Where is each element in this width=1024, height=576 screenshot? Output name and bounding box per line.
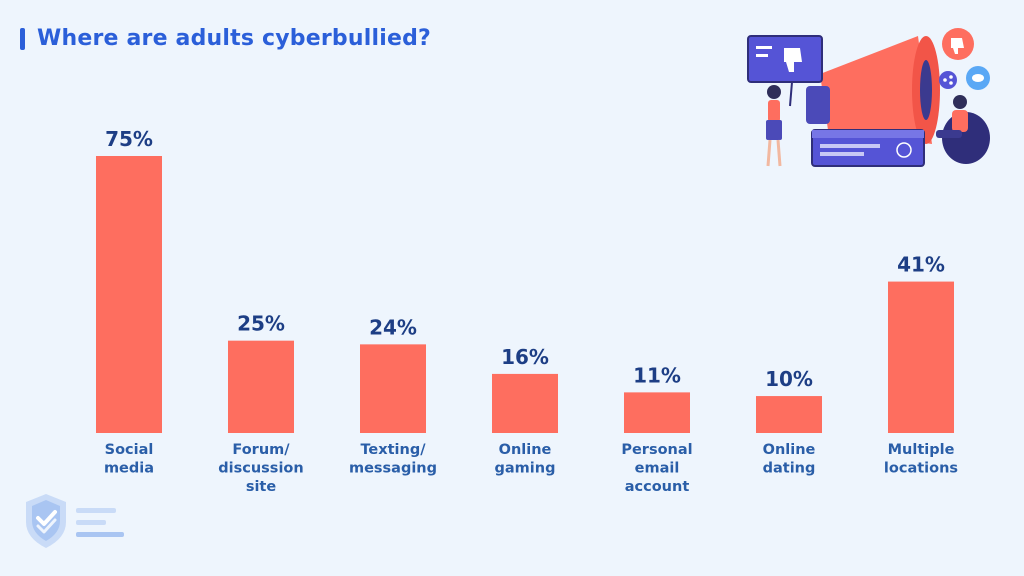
category-label: Forum/discussion site <box>218 442 303 495</box>
category-label: Social media <box>104 442 154 477</box>
value-label: 16% <box>501 345 549 369</box>
bar <box>96 156 162 433</box>
bar <box>360 344 426 433</box>
category-label: Online gaming <box>495 442 556 477</box>
chart-title-wrap: Where are adults cyberbullied? <box>20 26 431 51</box>
category-label-line: Online <box>499 442 552 458</box>
category-label-line: messaging <box>349 461 437 477</box>
category-label-line: dating <box>763 461 816 477</box>
bar <box>228 340 294 433</box>
bar <box>492 373 558 433</box>
category-label-line: media <box>104 461 154 477</box>
value-label: 75% <box>105 127 153 151</box>
title-accent-bar <box>20 27 25 50</box>
bar <box>888 281 954 433</box>
category-label-line: Social <box>105 442 154 458</box>
category-label-line: Forum/ <box>232 442 290 458</box>
value-label: 10% <box>765 367 813 391</box>
shield-check-logo <box>26 494 124 548</box>
category-label-line: locations <box>884 461 958 477</box>
category-label: Texting/messaging <box>349 442 437 477</box>
category-label: Personal email account <box>621 442 692 495</box>
chart-title: Where are adults cyberbullied? <box>37 26 431 51</box>
category-label-line: Texting/ <box>360 442 426 458</box>
category-label-line: account <box>625 479 690 495</box>
category-label-line: site <box>246 479 277 495</box>
category-label-line: Online <box>763 442 816 458</box>
category-label-line: email <box>635 461 680 477</box>
bar <box>624 392 690 433</box>
category-label-line: Multiple <box>888 442 955 458</box>
value-label: 11% <box>633 363 681 387</box>
category-label-line: Personal <box>621 442 692 458</box>
value-label: 25% <box>237 312 285 336</box>
value-label: 24% <box>369 315 417 339</box>
value-label: 41% <box>897 253 945 277</box>
category-label: Online dating <box>763 442 816 477</box>
bar <box>756 396 822 433</box>
category-label-line: gaming <box>495 461 556 477</box>
category-label-line: discussion <box>218 461 303 477</box>
category-label: Multiple locations <box>884 442 958 477</box>
megaphone-illustration <box>747 28 990 167</box>
